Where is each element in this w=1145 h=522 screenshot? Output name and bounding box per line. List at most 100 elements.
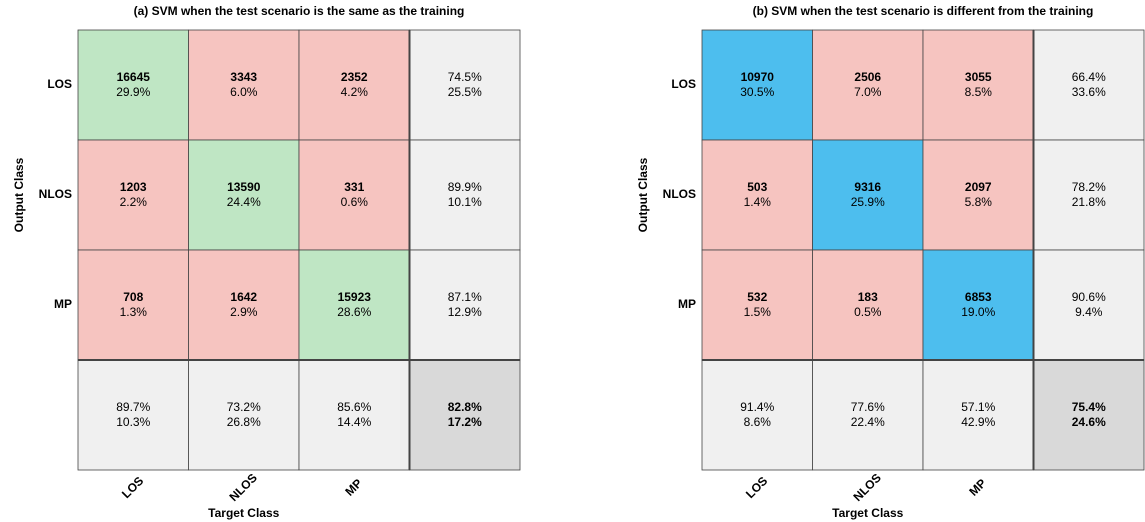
row-label: LOS <box>671 77 696 91</box>
column-label: LOS <box>119 474 146 501</box>
matrix-cell <box>77 29 189 141</box>
cell-count: 331 <box>344 180 364 194</box>
correct-rate: 78.2% <box>1072 180 1106 194</box>
error-rate: 21.8% <box>1072 195 1106 209</box>
cell-percent: 28.6% <box>337 305 371 319</box>
error-rate: 25.5% <box>448 85 482 99</box>
matrix-cell <box>409 139 521 251</box>
cell-count: 532 <box>747 290 767 304</box>
matrix-cell <box>77 139 189 251</box>
column-label: MP <box>966 476 989 499</box>
cell-percent: 2.2% <box>120 195 148 209</box>
cell-count: 13590 <box>227 180 261 194</box>
cell-count: 2097 <box>965 180 992 194</box>
correct-rate: 87.1% <box>448 290 482 304</box>
x-axis-label: Target Class <box>832 506 903 520</box>
y-axis-label: Output Class <box>636 157 650 232</box>
correct-rate: 82.8% <box>448 400 482 414</box>
cell-percent: 0.5% <box>854 305 882 319</box>
error-rate: 12.9% <box>448 305 482 319</box>
cell-percent: 30.5% <box>740 85 774 99</box>
cell-percent: 1.4% <box>744 195 772 209</box>
cell-count: 708 <box>123 290 143 304</box>
error-rate: 42.9% <box>961 415 995 429</box>
matrix-cell <box>77 359 189 471</box>
row-label: NLOS <box>39 187 72 201</box>
cell-percent: 0.6% <box>341 195 369 209</box>
column-label: LOS <box>743 474 770 501</box>
panel-title: (a) SVM when the test scenario is the sa… <box>134 4 465 18</box>
cell-count: 3343 <box>230 70 257 84</box>
error-rate: 33.6% <box>1072 85 1106 99</box>
correct-rate: 66.4% <box>1072 70 1106 84</box>
correct-rate: 77.6% <box>851 400 885 414</box>
error-rate: 26.8% <box>227 415 261 429</box>
correct-rate: 85.6% <box>337 400 371 414</box>
error-rate: 8.6% <box>744 415 772 429</box>
correct-rate: 91.4% <box>740 400 774 414</box>
correct-rate: 90.6% <box>1072 290 1106 304</box>
y-axis-label: Output Class <box>12 157 26 232</box>
correct-rate: 74.5% <box>448 70 482 84</box>
error-rate: 10.3% <box>116 415 150 429</box>
cell-count: 6853 <box>965 290 992 304</box>
row-label: MP <box>678 297 696 311</box>
column-label: NLOS <box>850 471 883 504</box>
cell-count: 1203 <box>120 180 147 194</box>
error-rate: 10.1% <box>448 195 482 209</box>
correct-rate: 89.9% <box>448 180 482 194</box>
matrix-cell <box>298 29 410 141</box>
matrix-cell <box>922 359 1034 471</box>
matrix-cell <box>922 139 1034 251</box>
cell-percent: 5.8% <box>965 195 993 209</box>
cell-count: 16645 <box>117 70 151 84</box>
cell-percent: 6.0% <box>230 85 258 99</box>
panel-title: (b) SVM when the test scenario is differ… <box>753 4 1094 18</box>
matrix-cell <box>701 359 813 471</box>
correct-rate: 73.2% <box>227 400 261 414</box>
cell-count: 15923 <box>338 290 372 304</box>
cell-percent: 7.0% <box>854 85 882 99</box>
correct-rate: 89.7% <box>116 400 150 414</box>
row-label: NLOS <box>663 187 696 201</box>
matrix-cell <box>409 29 521 141</box>
cell-count: 2506 <box>854 70 881 84</box>
cell-percent: 8.5% <box>965 85 993 99</box>
cell-percent: 29.9% <box>116 85 150 99</box>
cell-percent: 2.9% <box>230 305 258 319</box>
matrix-cell <box>1033 29 1145 141</box>
cell-count: 503 <box>747 180 767 194</box>
cell-count: 3055 <box>965 70 992 84</box>
column-label: NLOS <box>226 471 259 504</box>
cell-percent: 24.4% <box>227 195 261 209</box>
cell-count: 1642 <box>230 290 257 304</box>
matrix-cell <box>1033 359 1145 471</box>
cell-count: 183 <box>858 290 878 304</box>
cell-percent: 1.5% <box>744 305 772 319</box>
matrix-cell <box>188 249 300 361</box>
matrix-cell <box>188 29 300 141</box>
cell-percent: 1.3% <box>120 305 148 319</box>
cell-count: 2352 <box>341 70 368 84</box>
error-rate: 24.6% <box>1072 415 1106 429</box>
row-label: LOS <box>47 77 72 91</box>
matrix-cell <box>812 359 924 471</box>
matrix-cell <box>812 29 924 141</box>
matrix-cell <box>188 139 300 251</box>
matrix-cell <box>409 249 521 361</box>
cell-percent: 4.2% <box>341 85 369 99</box>
matrix-cell <box>701 29 813 141</box>
cell-percent: 25.9% <box>851 195 885 209</box>
error-rate: 17.2% <box>448 415 482 429</box>
matrix-cell <box>298 359 410 471</box>
error-rate: 9.4% <box>1075 305 1103 319</box>
matrix-cell <box>298 139 410 251</box>
matrix-cell <box>701 249 813 361</box>
correct-rate: 75.4% <box>1072 400 1106 414</box>
column-label: MP <box>342 476 365 499</box>
cell-percent: 19.0% <box>961 305 995 319</box>
error-rate: 14.4% <box>337 415 371 429</box>
matrix-cell <box>812 139 924 251</box>
x-axis-label: Target Class <box>208 506 279 520</box>
